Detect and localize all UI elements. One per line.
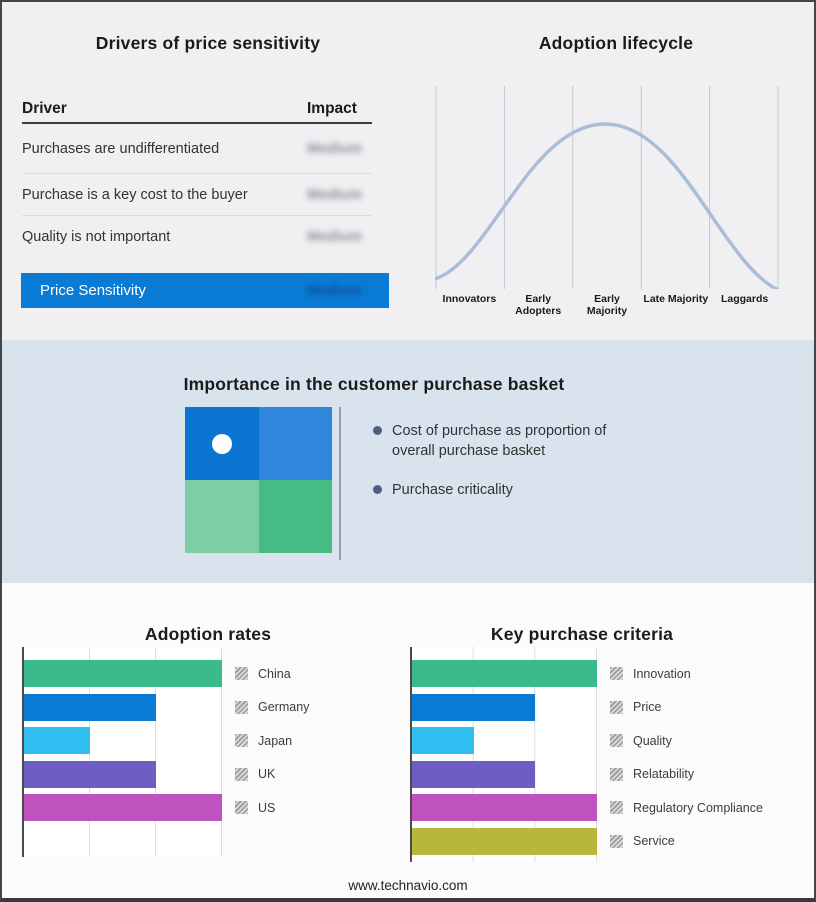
table-row: Purchase is a key cost to the buyer Medi… <box>22 174 372 216</box>
list-item: Cost of purchase as proportion of overal… <box>373 421 635 461</box>
stage-label-laggards: Laggards <box>720 293 769 305</box>
legend-swatch-icon <box>235 801 248 814</box>
legend-swatch-icon <box>235 734 248 747</box>
legend-item-quality: Quality <box>610 733 672 749</box>
quadrant-top-right <box>258 407 332 480</box>
legend-label: Regulatory Compliance <box>633 800 763 815</box>
legend-swatch-icon <box>235 700 248 714</box>
basket-bullet-list: Cost of purchase as proportion of overal… <box>373 421 635 519</box>
driver-cell: Quality is not important <box>22 229 171 245</box>
impact-cell-redacted: Medium <box>307 282 362 299</box>
legend-label: Quality <box>633 733 672 748</box>
quadrant-bottom-left <box>185 480 259 553</box>
bar-japan <box>24 727 90 754</box>
lifecycle-bell-curve-chart <box>435 86 779 289</box>
bar-relatability <box>412 760 536 788</box>
legend-label: Service <box>633 834 675 848</box>
legend-item-us: US <box>235 800 275 816</box>
footer-url: www.technavio.com <box>348 878 468 893</box>
stage-label-early-adopters: Early Adopters <box>515 293 562 318</box>
legend-swatch-icon <box>610 834 623 848</box>
drivers-table-header: Driver Impact <box>22 96 372 124</box>
legend-item-service: Service <box>610 833 675 849</box>
basket-title: Importance in the customer purchase bask… <box>183 373 565 394</box>
bar-innovation <box>412 660 597 687</box>
stage-label-early-majority: Early Majority <box>586 293 628 318</box>
stage-label-innovators: Innovators <box>442 293 497 305</box>
legend-label: Relatability <box>633 767 695 781</box>
quadrant-top-left <box>185 407 259 480</box>
lifecycle-gridlines <box>435 86 779 289</box>
legend-item-innovation: Innovation <box>610 666 691 682</box>
key-purchase-criteria-legend: Innovation Price Quality Relatability Regula… <box>610 647 814 862</box>
drivers-title: Drivers of price sensitivity <box>95 32 321 53</box>
bar-uk <box>24 760 156 788</box>
stage-label-late-majority: Late Majority <box>643 293 709 305</box>
price-sensitivity-bar: Price Sensitivity Medium <box>21 273 389 308</box>
legend-item-china: China <box>235 666 291 682</box>
quadrant-marker-icon <box>212 434 232 454</box>
legend-item-uk: UK <box>235 766 275 782</box>
bar-us <box>24 794 222 821</box>
table-row: Quality is not important Medium <box>22 216 372 258</box>
legend-item-regulatory-compliance: Regulatory Compliance <box>610 800 763 816</box>
legend-item-relatability: Relatability <box>610 766 694 782</box>
legend-label: US <box>258 800 276 815</box>
bullet-text: Cost of purchase as proportion of overal… <box>392 423 607 459</box>
impact-column-header: Impact <box>307 100 357 117</box>
bar-quality <box>412 727 474 754</box>
lifecycle-stage-labels: Innovators Early Adopters Early Majority… <box>435 293 779 318</box>
driver-cell: Purchase is a key cost to the buyer <box>22 186 248 203</box>
driver-cell: Purchases are undifferentiated <box>22 140 220 157</box>
legend-label: Germany <box>258 700 310 714</box>
legend-swatch-icon <box>235 767 248 781</box>
legend-swatch-icon <box>610 700 623 714</box>
legend-label: UK <box>258 767 276 781</box>
driver-column-header: Driver <box>22 100 67 117</box>
legend-label: China <box>258 666 291 681</box>
legend-swatch-icon <box>610 801 623 814</box>
quadrant-bottom-right <box>258 480 332 553</box>
price-sensitivity-label: Price Sensitivity <box>40 282 146 299</box>
key-purchase-criteria-plot <box>410 647 597 862</box>
drivers-table: Driver Impact Purchases are undifferenti… <box>22 96 372 258</box>
legend-label: Price <box>633 700 662 714</box>
bar-price <box>412 693 536 721</box>
bar-china <box>24 660 222 687</box>
bell-curve-line <box>435 122 779 289</box>
legend-swatch-icon <box>610 734 623 747</box>
adoption-rates-plot <box>22 647 222 857</box>
lifecycle-title: Adoption lifecycle <box>538 32 694 53</box>
bullet-icon <box>373 426 382 435</box>
bar-regulatory-compliance <box>412 794 597 821</box>
bullet-icon <box>373 485 382 494</box>
legend-label: Japan <box>258 733 293 748</box>
purchase-basket-quadrant <box>185 407 332 553</box>
legend-label: Innovation <box>633 666 691 681</box>
middle-section-background <box>2 340 814 583</box>
legend-item-japan: Japan <box>235 733 292 749</box>
bar-service <box>412 827 597 855</box>
table-row: Purchases are undifferentiated Medium <box>22 124 372 174</box>
legend-swatch-icon <box>610 767 623 781</box>
impact-cell-redacted: Medium <box>307 140 362 157</box>
legend-item-germany: Germany <box>235 699 309 715</box>
adoption-rates-title: Adoption rates <box>144 623 272 644</box>
adoption-rates-legend: China Germany Japan UK US <box>235 647 410 857</box>
legend-item-price: Price <box>610 699 661 715</box>
legend-swatch-icon <box>610 667 623 680</box>
quadrant-axis-line <box>339 407 341 560</box>
bullet-text: Purchase criticality <box>392 482 513 498</box>
list-item: Purchase criticality <box>373 480 635 500</box>
legend-swatch-icon <box>235 667 248 680</box>
impact-cell-redacted: Medium <box>307 229 362 245</box>
key-purchase-criteria-title: Key purchase criteria <box>490 623 674 644</box>
bar-germany <box>24 693 156 721</box>
impact-cell-redacted: Medium <box>307 186 362 203</box>
